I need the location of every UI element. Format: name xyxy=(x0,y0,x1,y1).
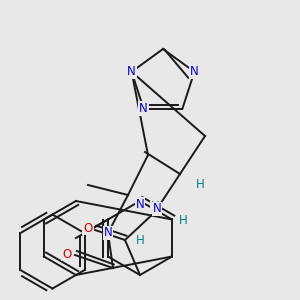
Text: H: H xyxy=(178,214,188,226)
Text: H: H xyxy=(136,235,144,248)
Text: N: N xyxy=(190,65,199,78)
Text: N: N xyxy=(103,226,112,239)
Text: O: O xyxy=(83,221,93,235)
Text: N: N xyxy=(127,65,136,78)
Text: O: O xyxy=(62,248,72,260)
Text: H: H xyxy=(151,200,159,214)
Text: N: N xyxy=(139,102,148,115)
Text: N: N xyxy=(136,197,144,211)
Text: N: N xyxy=(153,202,161,215)
Text: H: H xyxy=(196,178,204,190)
